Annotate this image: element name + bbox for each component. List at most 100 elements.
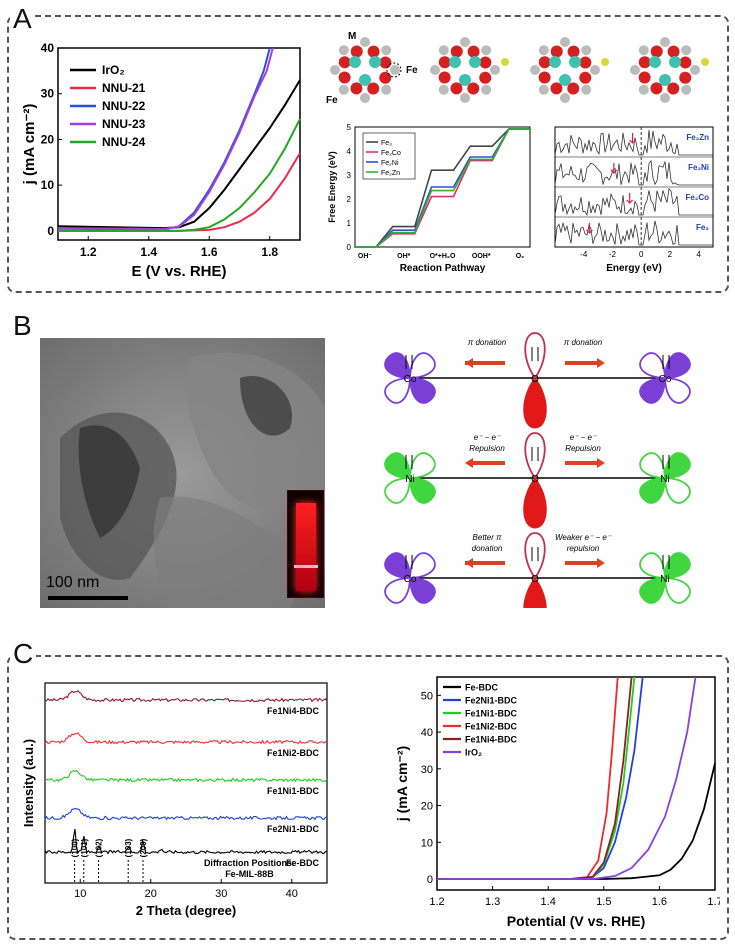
o-atom	[438, 71, 451, 84]
x-tick-label: 40	[286, 888, 298, 900]
interaction-label: π donation	[468, 338, 507, 347]
plot-frame	[57, 47, 301, 241]
xrd-pattern	[44, 828, 328, 855]
orbital-lobe	[639, 477, 666, 504]
o-atom	[479, 71, 492, 84]
orbital-lobes	[639, 452, 691, 504]
series-line	[57, 47, 274, 231]
interaction-label: donation	[472, 544, 503, 553]
orbital-lobe	[664, 552, 691, 579]
orbital-lobe	[409, 477, 436, 504]
h-atom	[660, 93, 670, 103]
o-atom	[550, 82, 563, 95]
h-atom	[481, 45, 492, 56]
y-tick-label: 30	[421, 764, 433, 776]
electron-arrows	[531, 547, 539, 561]
y-tick-label: 10	[41, 178, 55, 192]
interaction-label: e⁻ − e⁻	[474, 433, 501, 442]
metal-atom	[359, 74, 371, 86]
peak-index: (102)	[95, 838, 104, 857]
o-atom	[650, 45, 663, 58]
electron-arrows	[405, 455, 413, 469]
y-tick-label: 10	[421, 837, 433, 849]
tem-image: 100 nm	[40, 338, 325, 608]
interaction-label: Better π	[473, 533, 503, 542]
h-atom	[438, 84, 449, 95]
electron-arrows	[531, 447, 539, 461]
o-atom	[579, 71, 592, 84]
red-arrowhead	[465, 358, 473, 368]
o-atom	[667, 82, 680, 95]
y-tick-label: 30	[41, 87, 55, 101]
y-tick-label: 50	[421, 690, 433, 702]
x-tick-label: 1.6	[201, 245, 218, 259]
x-tick-label: OOH*	[472, 253, 491, 260]
h-atom	[660, 37, 670, 47]
h-atom	[681, 45, 692, 56]
scale-bar	[48, 596, 128, 600]
h-atom	[630, 65, 640, 75]
metal-atom	[669, 56, 681, 68]
metal-label: Ni	[660, 574, 669, 585]
orbital-lobe	[409, 377, 436, 404]
chart-a-free-energy: 0 1 2 3 4 5 OH⁻ OH* O*+H₂O OOH* O₂ Reaction Pathway…	[327, 123, 531, 274]
highlight-arrow	[586, 223, 593, 234]
panel-label: Fe₃	[696, 223, 709, 232]
orbital-lobe	[409, 352, 436, 379]
series-line	[57, 47, 271, 231]
y-tick-label: 0	[347, 243, 352, 252]
legend-label: NNU-23	[102, 117, 146, 131]
x-tick-label: 1.8	[261, 245, 278, 259]
h-atom	[330, 65, 340, 75]
adsorbate-atom	[701, 58, 709, 66]
highlight-arrow	[626, 193, 634, 204]
o-atom	[450, 45, 463, 58]
x-axis-label: Energy (eV)	[606, 263, 662, 274]
h-atom	[581, 45, 592, 56]
h-atom	[390, 65, 400, 75]
electron-arrows	[662, 455, 670, 469]
x-tick-label: 4	[696, 250, 701, 259]
metal-atom	[469, 56, 481, 68]
interaction-label: repulsion	[567, 544, 600, 553]
y-tick-label: 20	[421, 801, 433, 813]
panel-label: Fe₂Co	[685, 193, 709, 202]
highlight-arrow	[629, 133, 636, 144]
legend-label: Fe1Ni1-BDC	[465, 709, 518, 719]
series-line	[437, 676, 697, 880]
o-atom	[479, 56, 492, 69]
interaction-label: π donation	[564, 338, 603, 347]
y-tick-label: 2	[347, 195, 352, 204]
h-atom	[530, 65, 540, 75]
panel-label: Fe₂Zn	[686, 133, 709, 142]
electron-arrows	[662, 555, 670, 569]
adsorbate-atom	[601, 58, 609, 66]
orbital-diagram: Co Co Oπ donation π donation Ni Ni Oe⁻ − e⁻ Rep…	[384, 332, 691, 608]
metal-label: Co	[659, 374, 672, 385]
o-atom	[467, 82, 480, 95]
x-tick-label: 1.4	[541, 896, 556, 908]
h-atom	[581, 84, 592, 95]
x-tick-label: -2	[609, 250, 617, 259]
orbital-lobe	[409, 552, 436, 579]
y-axis-label: j (mA cm⁻²)	[394, 746, 410, 822]
red-arrowhead	[465, 458, 473, 468]
peak-index: (100)	[71, 838, 80, 857]
interaction-label: Repulsion	[565, 444, 601, 453]
h-atom	[460, 37, 470, 47]
y-tick-label: 4	[347, 147, 352, 156]
o-atom	[367, 45, 380, 58]
legend-label: Fe1Ni4-BDC	[465, 735, 518, 745]
highlight-circle	[386, 62, 402, 78]
vial-image	[287, 490, 324, 598]
o-atom	[450, 82, 463, 95]
o-atom	[679, 56, 692, 69]
o-atom	[350, 82, 363, 95]
annotation-text: Diffraction Positions:	[204, 858, 295, 868]
peak-index: (101)	[80, 838, 89, 857]
panel-a-label: A	[10, 5, 35, 33]
plot-frame	[436, 676, 716, 891]
legend-label: NNU-24	[102, 135, 146, 149]
orbital-lobe	[664, 477, 691, 504]
x-tick-label: 1.6	[652, 896, 667, 908]
